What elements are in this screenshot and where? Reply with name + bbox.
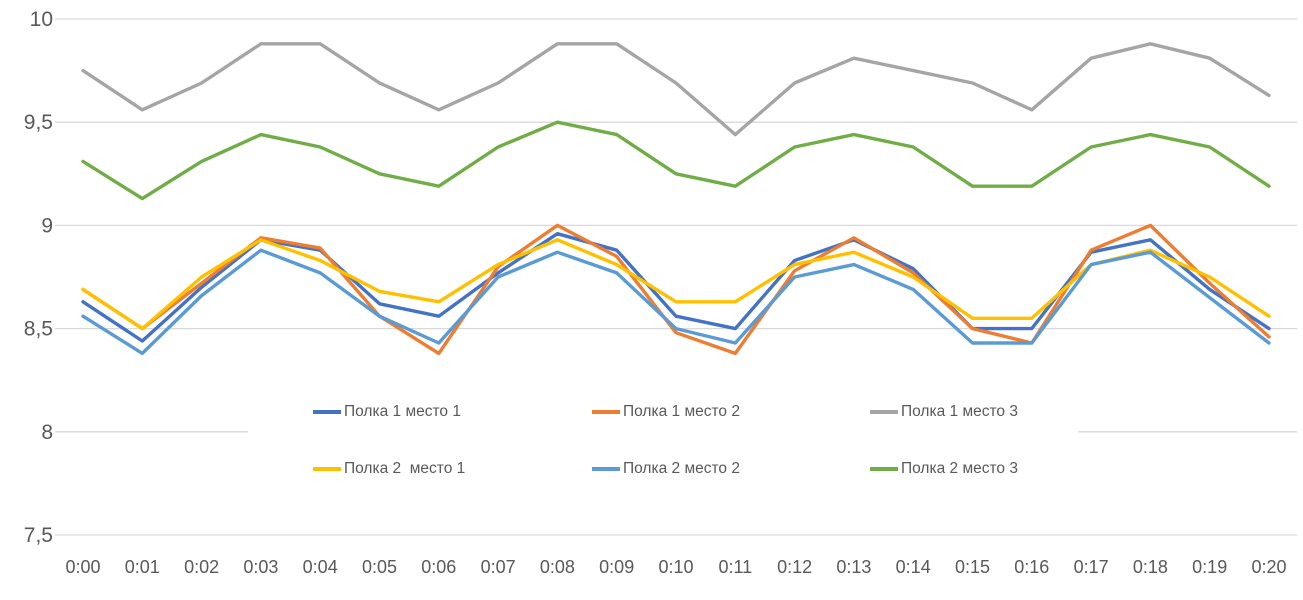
x-axis-tick-label: 0:01 [125, 557, 160, 577]
y-axis-tick-label: 7,5 [24, 524, 53, 547]
y-axis-tick-label: 8 [41, 421, 53, 444]
legend-swatch-icon [592, 467, 620, 471]
x-axis-tick-label: 0:15 [955, 557, 990, 577]
legend-item-4[interactable]: Полка 2 место 1 [313, 460, 465, 478]
x-axis-tick-label: 0:14 [896, 557, 931, 577]
y-axis-tick-label: 9 [41, 214, 53, 237]
x-axis-tick-label: 0:05 [362, 557, 397, 577]
x-axis-tick-label: 0:16 [1014, 557, 1049, 577]
y-axis-tick-label: 9,5 [24, 111, 53, 134]
series-line-2[interactable] [81, 223, 1271, 356]
series-line-3[interactable] [81, 42, 1271, 137]
x-axis-tick-label: 0:09 [599, 557, 634, 577]
legend-label: Полка 1 место 3 [901, 403, 1018, 420]
series-line-4[interactable] [81, 238, 1271, 331]
series-line-5[interactable] [81, 248, 1271, 356]
x-axis-tick-label: 0:02 [184, 557, 219, 577]
series-line-6[interactable] [81, 120, 1271, 201]
legend-item-3[interactable]: Полка 1 место 3 [870, 403, 1018, 421]
legend-swatch-icon [313, 410, 341, 414]
legend-item-1[interactable]: Полка 1 место 1 [313, 403, 461, 421]
legend-label: Полка 1 место 2 [623, 403, 740, 420]
legend-swatch-icon [870, 410, 898, 414]
x-axis-tick-label: 0:12 [777, 557, 812, 577]
y-axis-tick-label: 10 [30, 8, 53, 31]
legend-swatch-icon [870, 467, 898, 471]
x-axis-tick-label: 0:03 [243, 557, 278, 577]
legend-item-6[interactable]: Полка 2 место 3 [870, 460, 1018, 478]
y-axis-tick-label: 8,5 [24, 318, 53, 341]
x-axis-tick-label: 0:18 [1133, 557, 1168, 577]
x-axis-tick-label: 0:19 [1192, 557, 1227, 577]
x-axis-tick-label: 0:11 [718, 557, 752, 577]
legend-label: Полка 2 место 2 [623, 460, 740, 477]
legend-label: Полка 2 место 1 [344, 460, 466, 477]
x-axis-tick-label: 0:00 [65, 557, 100, 577]
legend-swatch-icon [313, 467, 341, 471]
x-axis-tick-label: 0:07 [481, 557, 516, 577]
x-axis-tick-label: 0:04 [303, 557, 338, 577]
x-axis-tick-label: 0:06 [421, 557, 456, 577]
chart-legend: Полка 1 место 1 Полка 1 место 2 Полка 1 ме… [248, 385, 1078, 492]
series-line-1[interactable] [81, 231, 1271, 343]
legend-item-2[interactable]: Полка 1 место 2 [592, 403, 740, 421]
legend-label: Полка 2 место 3 [901, 460, 1018, 477]
legend-swatch-icon [592, 410, 620, 414]
x-axis-tick-label: 0:10 [658, 557, 693, 577]
legend-label: Полка 1 место 1 [344, 403, 461, 420]
x-axis-tick-label: 0:20 [1251, 557, 1286, 577]
x-axis-tick-label: 0:17 [1074, 557, 1109, 577]
x-axis-tick-label: 0:08 [540, 557, 575, 577]
x-axis-tick-label: 0:13 [836, 557, 871, 577]
legend-item-5[interactable]: Полка 2 место 2 [592, 460, 740, 478]
